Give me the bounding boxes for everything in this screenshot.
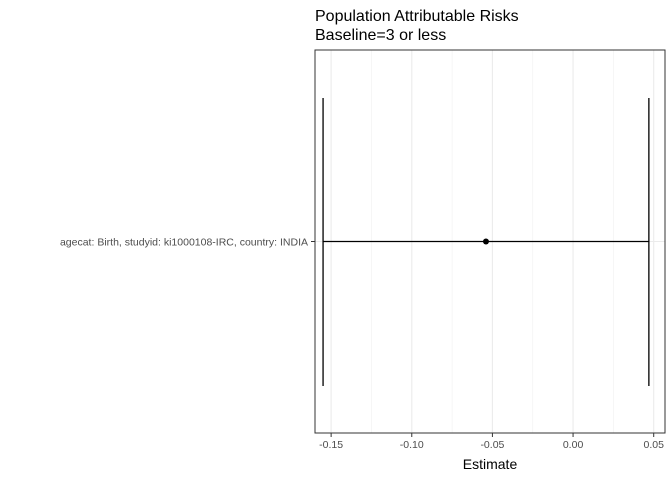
x-tick-label: -0.10 <box>400 439 424 451</box>
x-tick-label: 0.05 <box>643 439 664 451</box>
y-category-label: agecat: Birth, studyid: ki1000108-IRC, c… <box>60 237 308 249</box>
estimate-point <box>482 238 489 245</box>
chart-title: Population Attributable Risks <box>315 8 519 25</box>
chart-subtitle: Baseline=3 or less <box>315 27 446 44</box>
chart-marks <box>322 98 650 386</box>
x-tick-label: -0.15 <box>319 439 343 451</box>
x-axis-title: Estimate <box>463 456 518 472</box>
x-axis: -0.15 -0.10 -0.05 0.00 0.05 <box>319 433 664 451</box>
x-tick-label: 0.00 <box>563 439 584 451</box>
x-tick-label: -0.05 <box>480 439 504 451</box>
y-axis: agecat: Birth, studyid: ki1000108-IRC, c… <box>60 237 315 249</box>
